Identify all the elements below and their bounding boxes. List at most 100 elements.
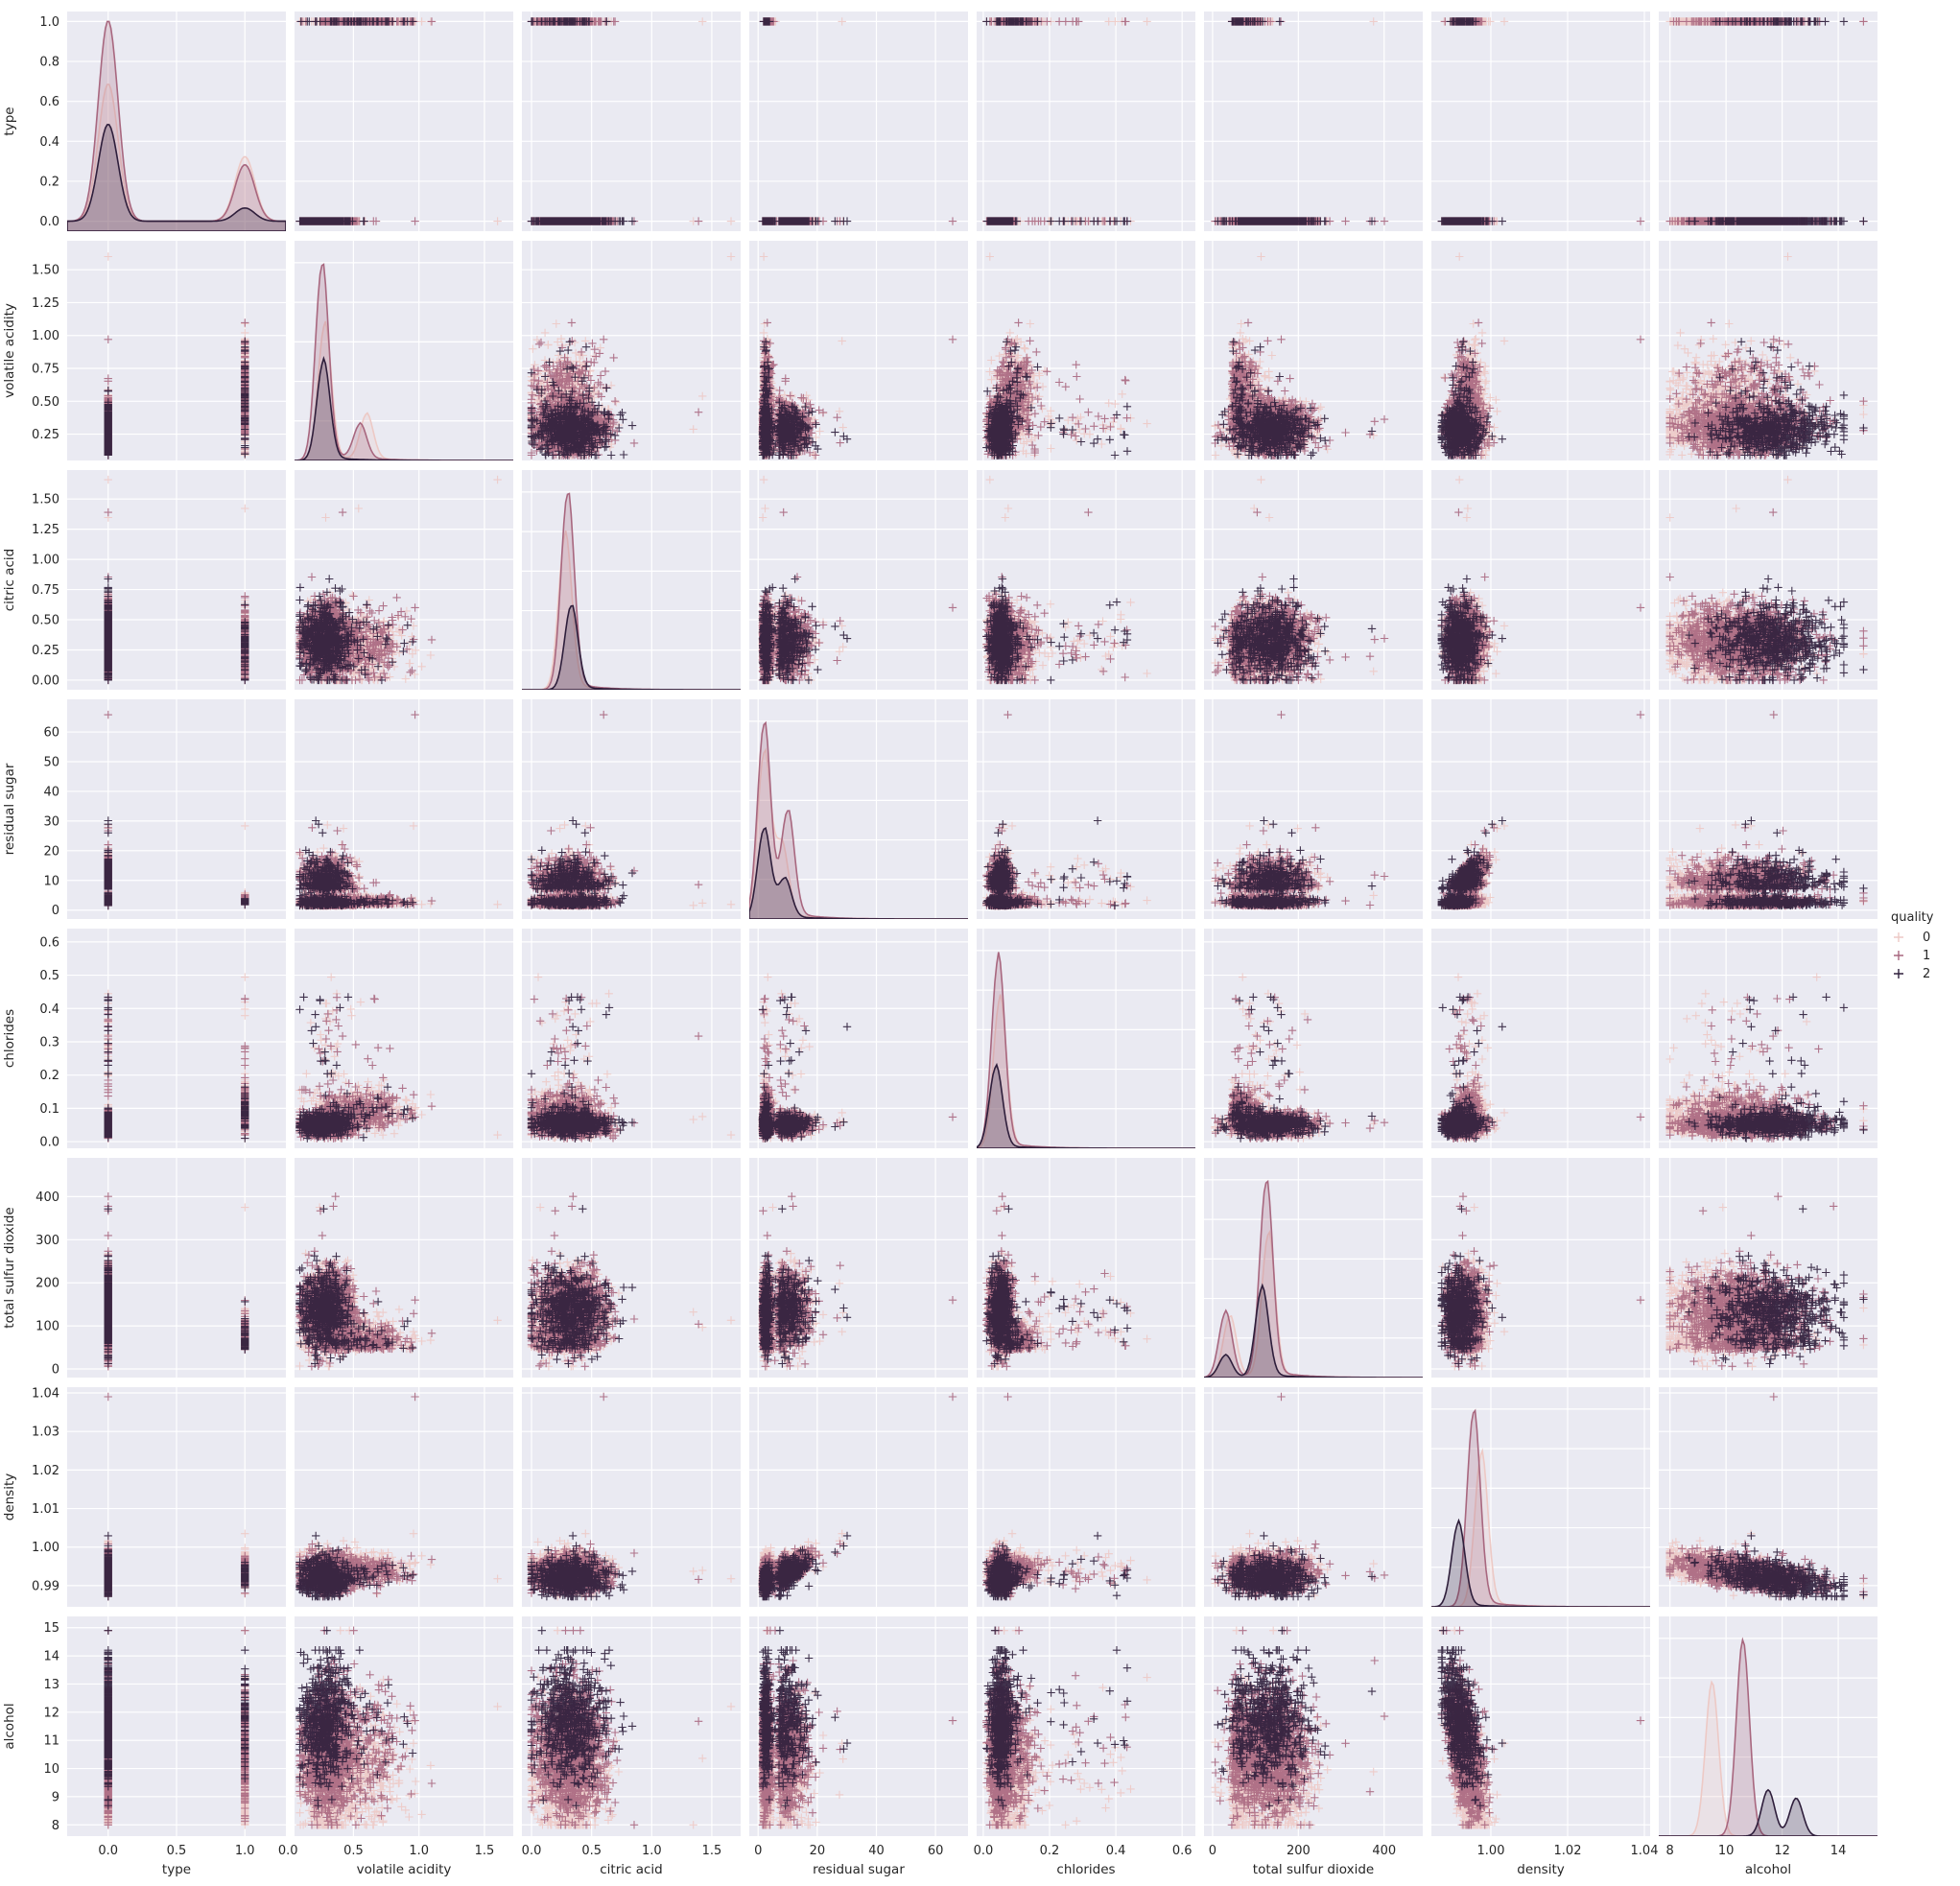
panel-background — [1431, 12, 1650, 231]
xlabel-alcohol: alcohol — [1745, 1862, 1791, 1877]
ytick-label: 60 — [43, 726, 59, 741]
xtick-label: 8 — [1666, 1844, 1674, 1858]
ytick-label: 10 — [43, 1762, 59, 1777]
panel-volatile-acidity-vs-density — [1431, 241, 1650, 460]
ytick-label: 13 — [43, 1678, 59, 1692]
panel-background — [522, 12, 741, 231]
xtick-label: 0.2 — [1040, 1844, 1060, 1858]
ytick-label: 1.25 — [32, 296, 59, 311]
xtick-label: 1.04 — [1631, 1844, 1659, 1858]
xtick-label: 0.0 — [98, 1844, 118, 1858]
ytick-label: 0.50 — [32, 395, 59, 410]
xlabel-chlorides: chlorides — [1056, 1862, 1115, 1877]
xtick-label: 40 — [868, 1844, 885, 1858]
ytick-label: 0.6 — [39, 95, 59, 109]
ytick-label: 10 — [43, 874, 59, 888]
panel-citric-acid-vs-density — [1431, 470, 1650, 690]
panel-density-vs-alcohol — [1659, 1387, 1877, 1607]
xtick-label: 0.4 — [1106, 1844, 1126, 1858]
panel-chlorides-vs-chlorides — [977, 929, 1195, 1148]
panel-citric-acid-vs-volatile-acidity — [295, 470, 513, 690]
panel-volatile-acidity-vs-chlorides — [977, 241, 1195, 460]
panel-residual-sugar-vs-alcohol — [1659, 699, 1877, 919]
panel-density-vs-density — [1431, 1387, 1650, 1607]
xtick-label: 1.5 — [475, 1844, 495, 1858]
panel-type-vs-citric-acid — [522, 12, 741, 231]
ytick-label: 1.0 — [39, 15, 59, 30]
ytick-label: 40 — [43, 785, 59, 799]
ytick-label: 300 — [35, 1234, 59, 1248]
panel-chlorides-vs-residual-sugar — [749, 929, 968, 1148]
panel-chlorides-vs-volatile-acidity — [295, 929, 513, 1148]
panel-type-vs-alcohol — [1659, 12, 1877, 231]
panel-citric-acid-vs-chlorides — [977, 470, 1195, 690]
ytick-label: 400 — [35, 1191, 59, 1205]
ytick-label: 12 — [43, 1706, 59, 1720]
panel-citric-acid-vs-residual-sugar — [749, 470, 968, 690]
ytick-label: 0.75 — [32, 583, 59, 598]
panel-background — [1204, 12, 1423, 231]
panel-type-vs-density — [1431, 12, 1650, 231]
panel-type-vs-total-sulfur-dioxide — [1204, 12, 1423, 231]
xlabel-total-sulfur-dioxide: total sulfur dioxide — [1253, 1862, 1374, 1877]
ytick-label: 0 — [52, 904, 59, 918]
ylabel-chlorides: chlorides — [2, 1009, 17, 1068]
ytick-label: 0.5 — [39, 969, 59, 983]
ytick-label: 11 — [43, 1734, 59, 1749]
panel-volatile-acidity-vs-residual-sugar — [749, 241, 968, 460]
ytick-label: 0.25 — [32, 428, 59, 442]
panel-volatile-acidity-vs-alcohol — [1659, 241, 1877, 460]
panel-background — [977, 12, 1195, 231]
ytick-label: 0.25 — [32, 644, 59, 658]
panel-density-vs-citric-acid — [522, 1387, 741, 1607]
panel-volatile-acidity-vs-citric-acid — [522, 241, 741, 460]
ytick-label: 1.04 — [32, 1387, 59, 1402]
ytick-label: 0.2 — [39, 1069, 59, 1083]
panel-type-vs-chlorides — [977, 12, 1195, 231]
ytick-label: 0.3 — [39, 1035, 59, 1049]
xtick-label: 0 — [754, 1844, 762, 1858]
ytick-label: 0.50 — [32, 614, 59, 628]
ylabel-volatile-acidity: volatile acidity — [2, 303, 17, 398]
panel-chlorides-vs-total-sulfur-dioxide — [1204, 929, 1423, 1148]
panel-residual-sugar-vs-chlorides — [977, 699, 1195, 919]
xtick-label: 0.6 — [1172, 1844, 1193, 1858]
panel-type-vs-volatile-acidity — [295, 12, 513, 231]
legend-label: 2 — [1923, 967, 1930, 981]
xtick-label: 20 — [810, 1844, 826, 1858]
ylabel-residual-sugar: residual sugar — [2, 763, 17, 855]
ytick-label: 9 — [52, 1790, 59, 1804]
panel-type-vs-residual-sugar — [749, 12, 968, 231]
panel-background — [1659, 12, 1877, 231]
ytick-label: 8 — [52, 1819, 59, 1833]
ytick-label: 0 — [52, 1363, 59, 1378]
panel-density-vs-total-sulfur-dioxide — [1204, 1387, 1423, 1607]
ytick-label: 200 — [35, 1277, 59, 1291]
ylabel-density: density — [2, 1473, 17, 1521]
ytick-label: 100 — [35, 1320, 59, 1334]
xtick-label: 60 — [928, 1844, 944, 1858]
ytick-label: 0.1 — [39, 1102, 59, 1117]
xtick-label: 0.5 — [581, 1844, 602, 1858]
panel-density-vs-residual-sugar — [749, 1387, 968, 1607]
xlabel-density: density — [1517, 1862, 1565, 1877]
xlabel-residual-sugar: residual sugar — [813, 1862, 905, 1877]
ytick-label: 0.8 — [39, 56, 59, 70]
panel-total-sulfur-dioxide-vs-chlorides — [977, 1158, 1195, 1378]
ytick-label: 1.02 — [32, 1464, 59, 1478]
ytick-label: 1.25 — [32, 523, 59, 537]
panel-volatile-acidity-vs-total-sulfur-dioxide — [1204, 241, 1423, 460]
ytick-label: 20 — [43, 844, 59, 859]
xtick-label: 0.0 — [522, 1844, 542, 1858]
ytick-label: 0.4 — [39, 135, 59, 150]
ytick-label: 0.0 — [39, 1136, 59, 1150]
ytick-label: 1.50 — [32, 493, 59, 507]
xtick-label: 1.02 — [1554, 1844, 1582, 1858]
xlabel-citric-acid: citric acid — [600, 1862, 663, 1877]
panel-citric-acid-vs-alcohol — [1659, 470, 1877, 690]
panel-residual-sugar-vs-density — [1431, 699, 1650, 919]
panel-residual-sugar-vs-volatile-acidity — [295, 699, 513, 919]
xtick-label: 1.0 — [409, 1844, 429, 1858]
panel-volatile-acidity-vs-volatile-acidity — [295, 241, 513, 460]
